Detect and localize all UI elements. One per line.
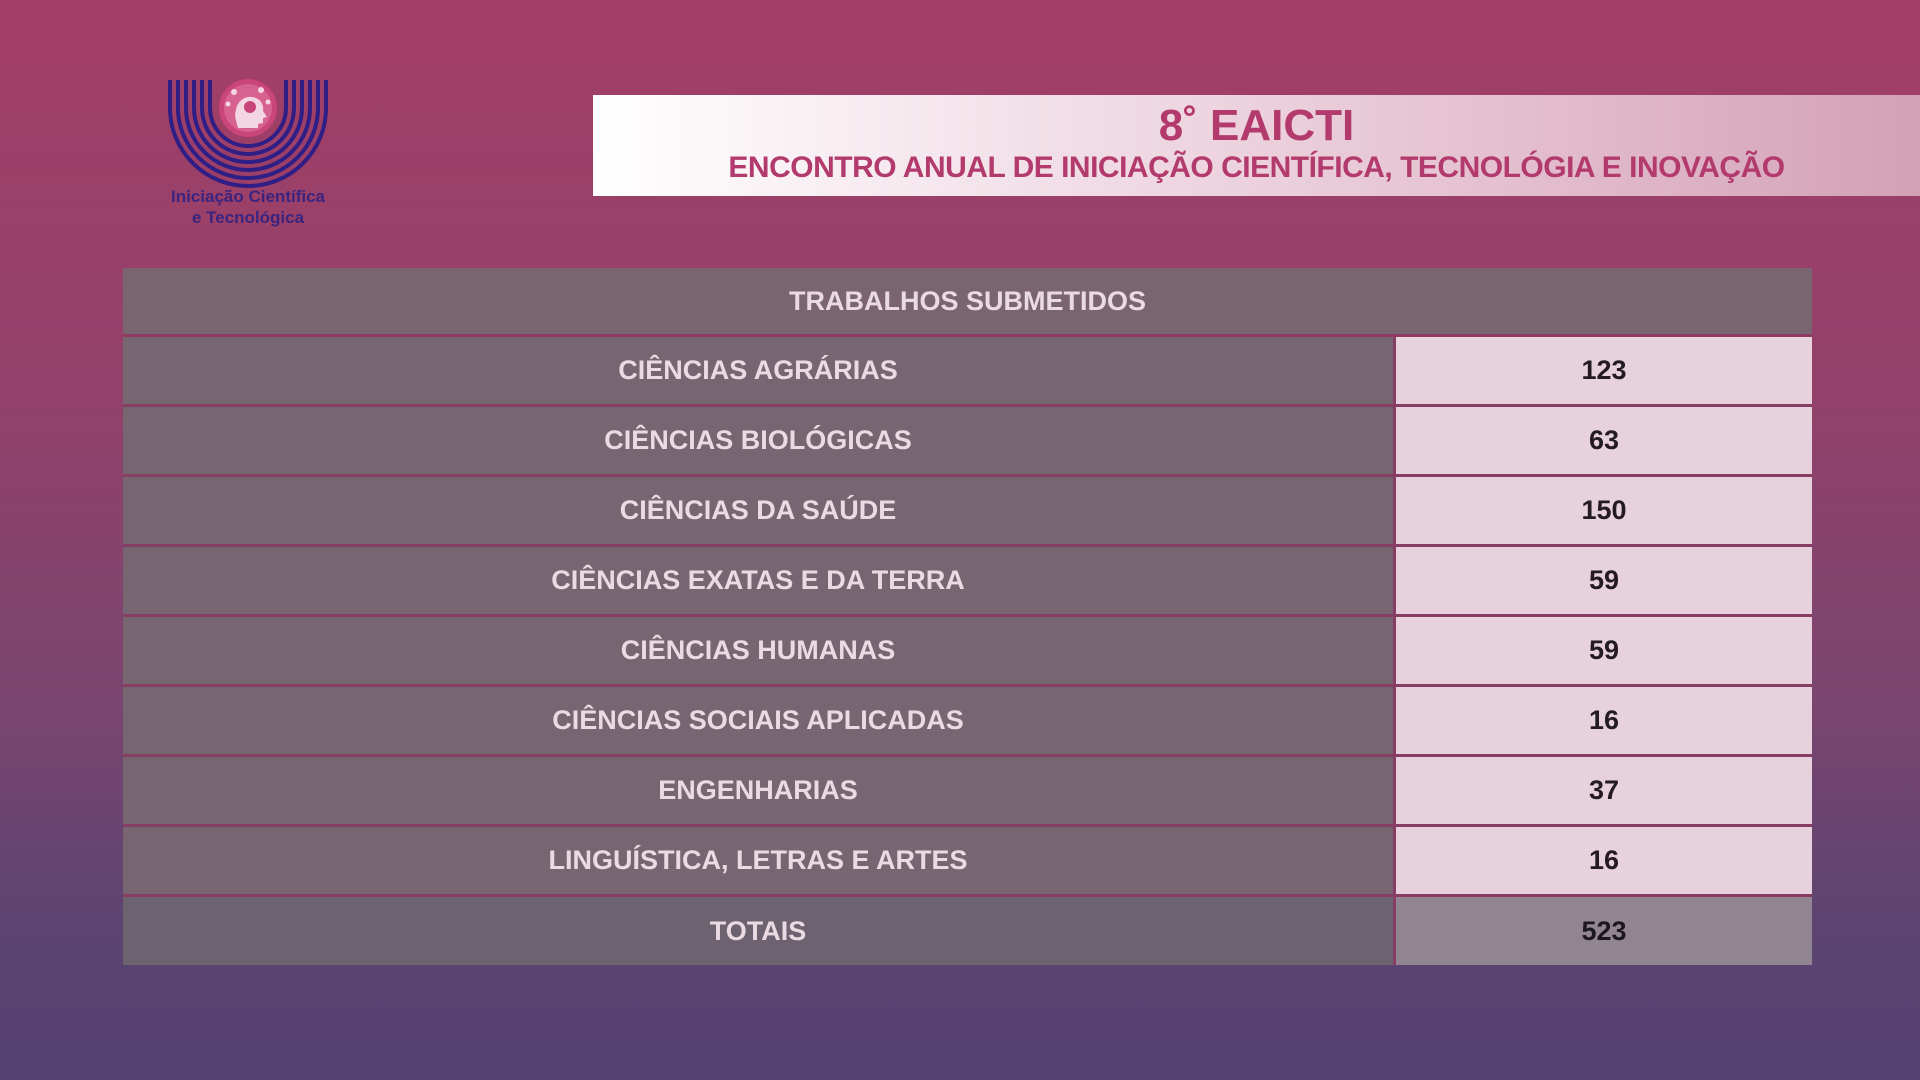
row-value: 123 — [1396, 337, 1812, 404]
row-label: ENGENHARIAS — [123, 757, 1396, 824]
row-value: 16 — [1396, 687, 1812, 754]
row-label: LINGUÍSTICA, LETRAS E ARTES — [123, 827, 1396, 894]
event-title: 8˚ EAICTI — [1158, 101, 1355, 150]
row-label: CIÊNCIAS AGRÁRIAS — [123, 337, 1396, 404]
row-value: 59 — [1396, 547, 1812, 614]
total-label: TOTAIS — [123, 897, 1396, 965]
row-label: CIÊNCIAS EXATAS E DA TERRA — [123, 547, 1396, 614]
table-row: LINGUÍSTICA, LETRAS E ARTES 16 — [123, 827, 1812, 897]
table-row: CIÊNCIAS SOCIAIS APLICADAS 16 — [123, 687, 1812, 757]
row-value: 150 — [1396, 477, 1812, 544]
row-value: 16 — [1396, 827, 1812, 894]
table-row: CIÊNCIAS EXATAS E DA TERRA 59 — [123, 547, 1812, 617]
submissions-table: TRABALHOS SUBMETIDOS CIÊNCIAS AGRÁRIAS 1… — [123, 268, 1812, 965]
row-label: CIÊNCIAS BIOLÓGICAS — [123, 407, 1396, 474]
table-header: TRABALHOS SUBMETIDOS — [123, 268, 1812, 337]
table-total-row: TOTAIS 523 — [123, 897, 1812, 965]
logo: Iniciação Científica e Tecnológica — [160, 76, 336, 230]
logo-text-line2: e Tecnológica — [191, 208, 305, 227]
title-banner: 8˚ EAICTI ENCONTRO ANUAL DE INICIAÇÃO CI… — [593, 95, 1920, 196]
table-row: CIÊNCIAS AGRÁRIAS 123 — [123, 337, 1812, 407]
brain-head-logo-icon — [168, 79, 328, 188]
table-row: CIÊNCIAS DA SAÚDE 150 — [123, 477, 1812, 547]
event-subtitle: ENCONTRO ANUAL DE INICIAÇÃO CIENTÍFICA, … — [728, 151, 1785, 184]
row-value: 37 — [1396, 757, 1812, 824]
table-row: CIÊNCIAS BIOLÓGICAS 63 — [123, 407, 1812, 477]
table-row: CIÊNCIAS HUMANAS 59 — [123, 617, 1812, 687]
row-value: 63 — [1396, 407, 1812, 474]
row-label: CIÊNCIAS SOCIAIS APLICADAS — [123, 687, 1396, 754]
row-value: 59 — [1396, 617, 1812, 684]
table-row: ENGENHARIAS 37 — [123, 757, 1812, 827]
row-label: CIÊNCIAS DA SAÚDE — [123, 477, 1396, 544]
total-value: 523 — [1396, 897, 1812, 965]
logo-text-line1: Iniciação Científica — [171, 187, 325, 206]
row-label: CIÊNCIAS HUMANAS — [123, 617, 1396, 684]
